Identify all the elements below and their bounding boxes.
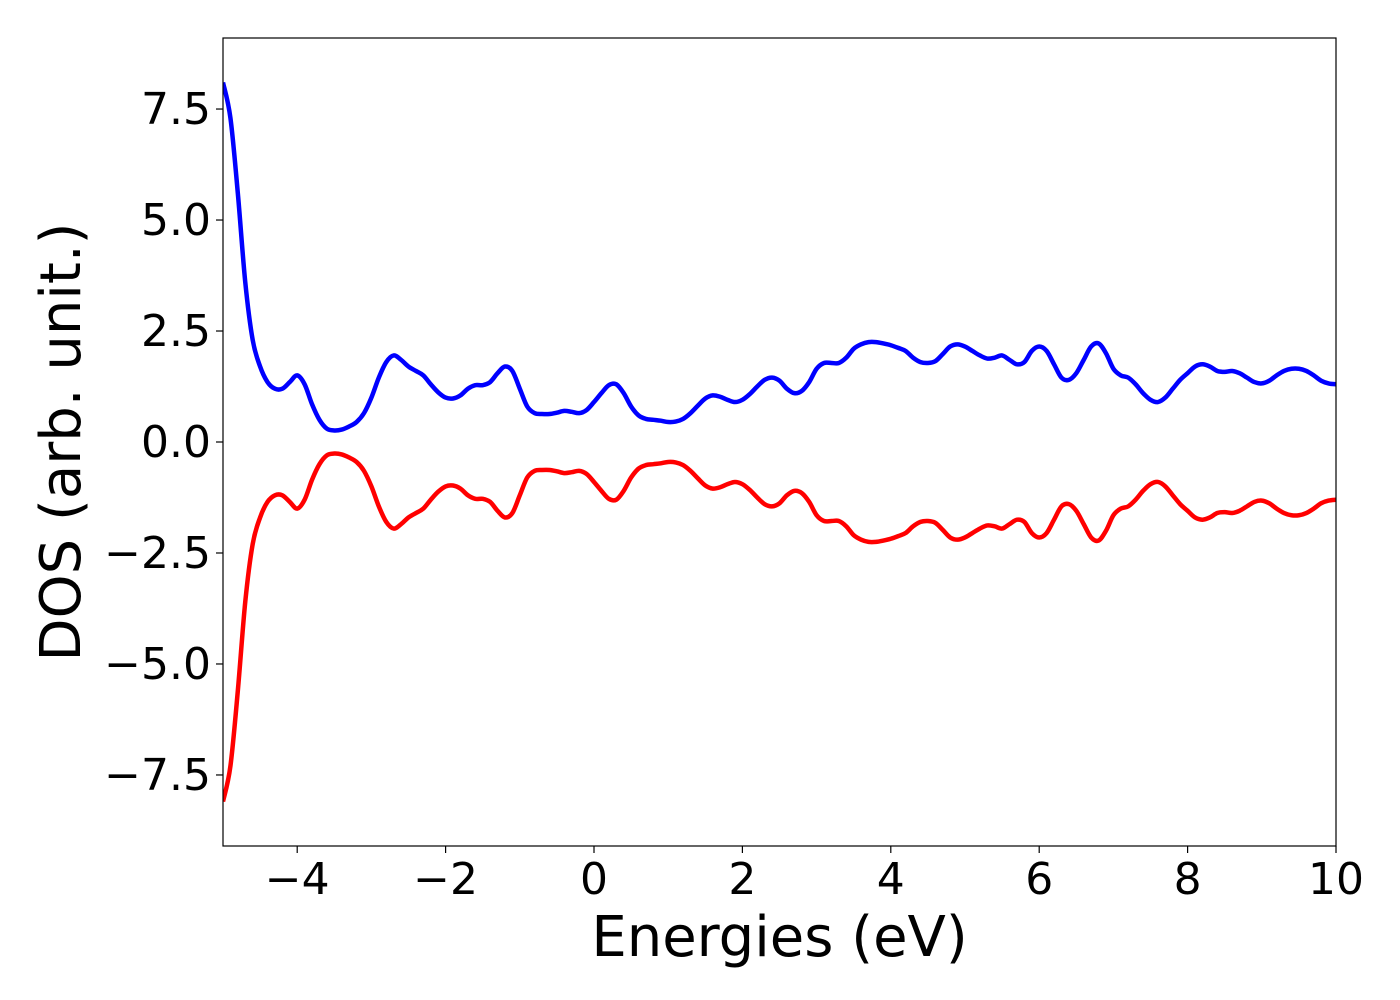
y-tick-label: 2.5 bbox=[141, 306, 211, 357]
x-axis-ticks: −4 −2 0 2 4 6 8 10 bbox=[265, 846, 1364, 905]
y-axis-ticks: 7.5 5.0 2.5 0.0 −2.5 −5.0 −7.5 bbox=[104, 84, 223, 801]
y-axis-title: DOS (arb. unit.) bbox=[29, 222, 94, 661]
x-tick-label: 0 bbox=[580, 854, 608, 905]
x-axis-title: Energies (eV) bbox=[591, 905, 967, 970]
y-tick-label: −7.5 bbox=[104, 750, 211, 801]
series-layer bbox=[223, 81, 1336, 803]
y-tick-label: 0.0 bbox=[141, 417, 211, 468]
x-tick-label: −2 bbox=[413, 854, 478, 905]
series-line-2 bbox=[223, 451, 1336, 803]
y-tick-label: −2.5 bbox=[104, 528, 211, 579]
x-tick-label: 6 bbox=[1025, 854, 1053, 905]
x-tick-label: −4 bbox=[265, 854, 330, 905]
series-line-1 bbox=[223, 81, 1336, 433]
x-tick-label: 2 bbox=[728, 854, 756, 905]
plot-area bbox=[223, 81, 1336, 803]
x-tick-label: 8 bbox=[1174, 854, 1202, 905]
x-tick-label: 10 bbox=[1308, 854, 1364, 905]
x-tick-label: 4 bbox=[877, 854, 905, 905]
y-tick-label: 5.0 bbox=[141, 195, 211, 246]
y-tick-label: −5.0 bbox=[104, 639, 211, 690]
y-tick-label: 7.5 bbox=[141, 84, 211, 135]
